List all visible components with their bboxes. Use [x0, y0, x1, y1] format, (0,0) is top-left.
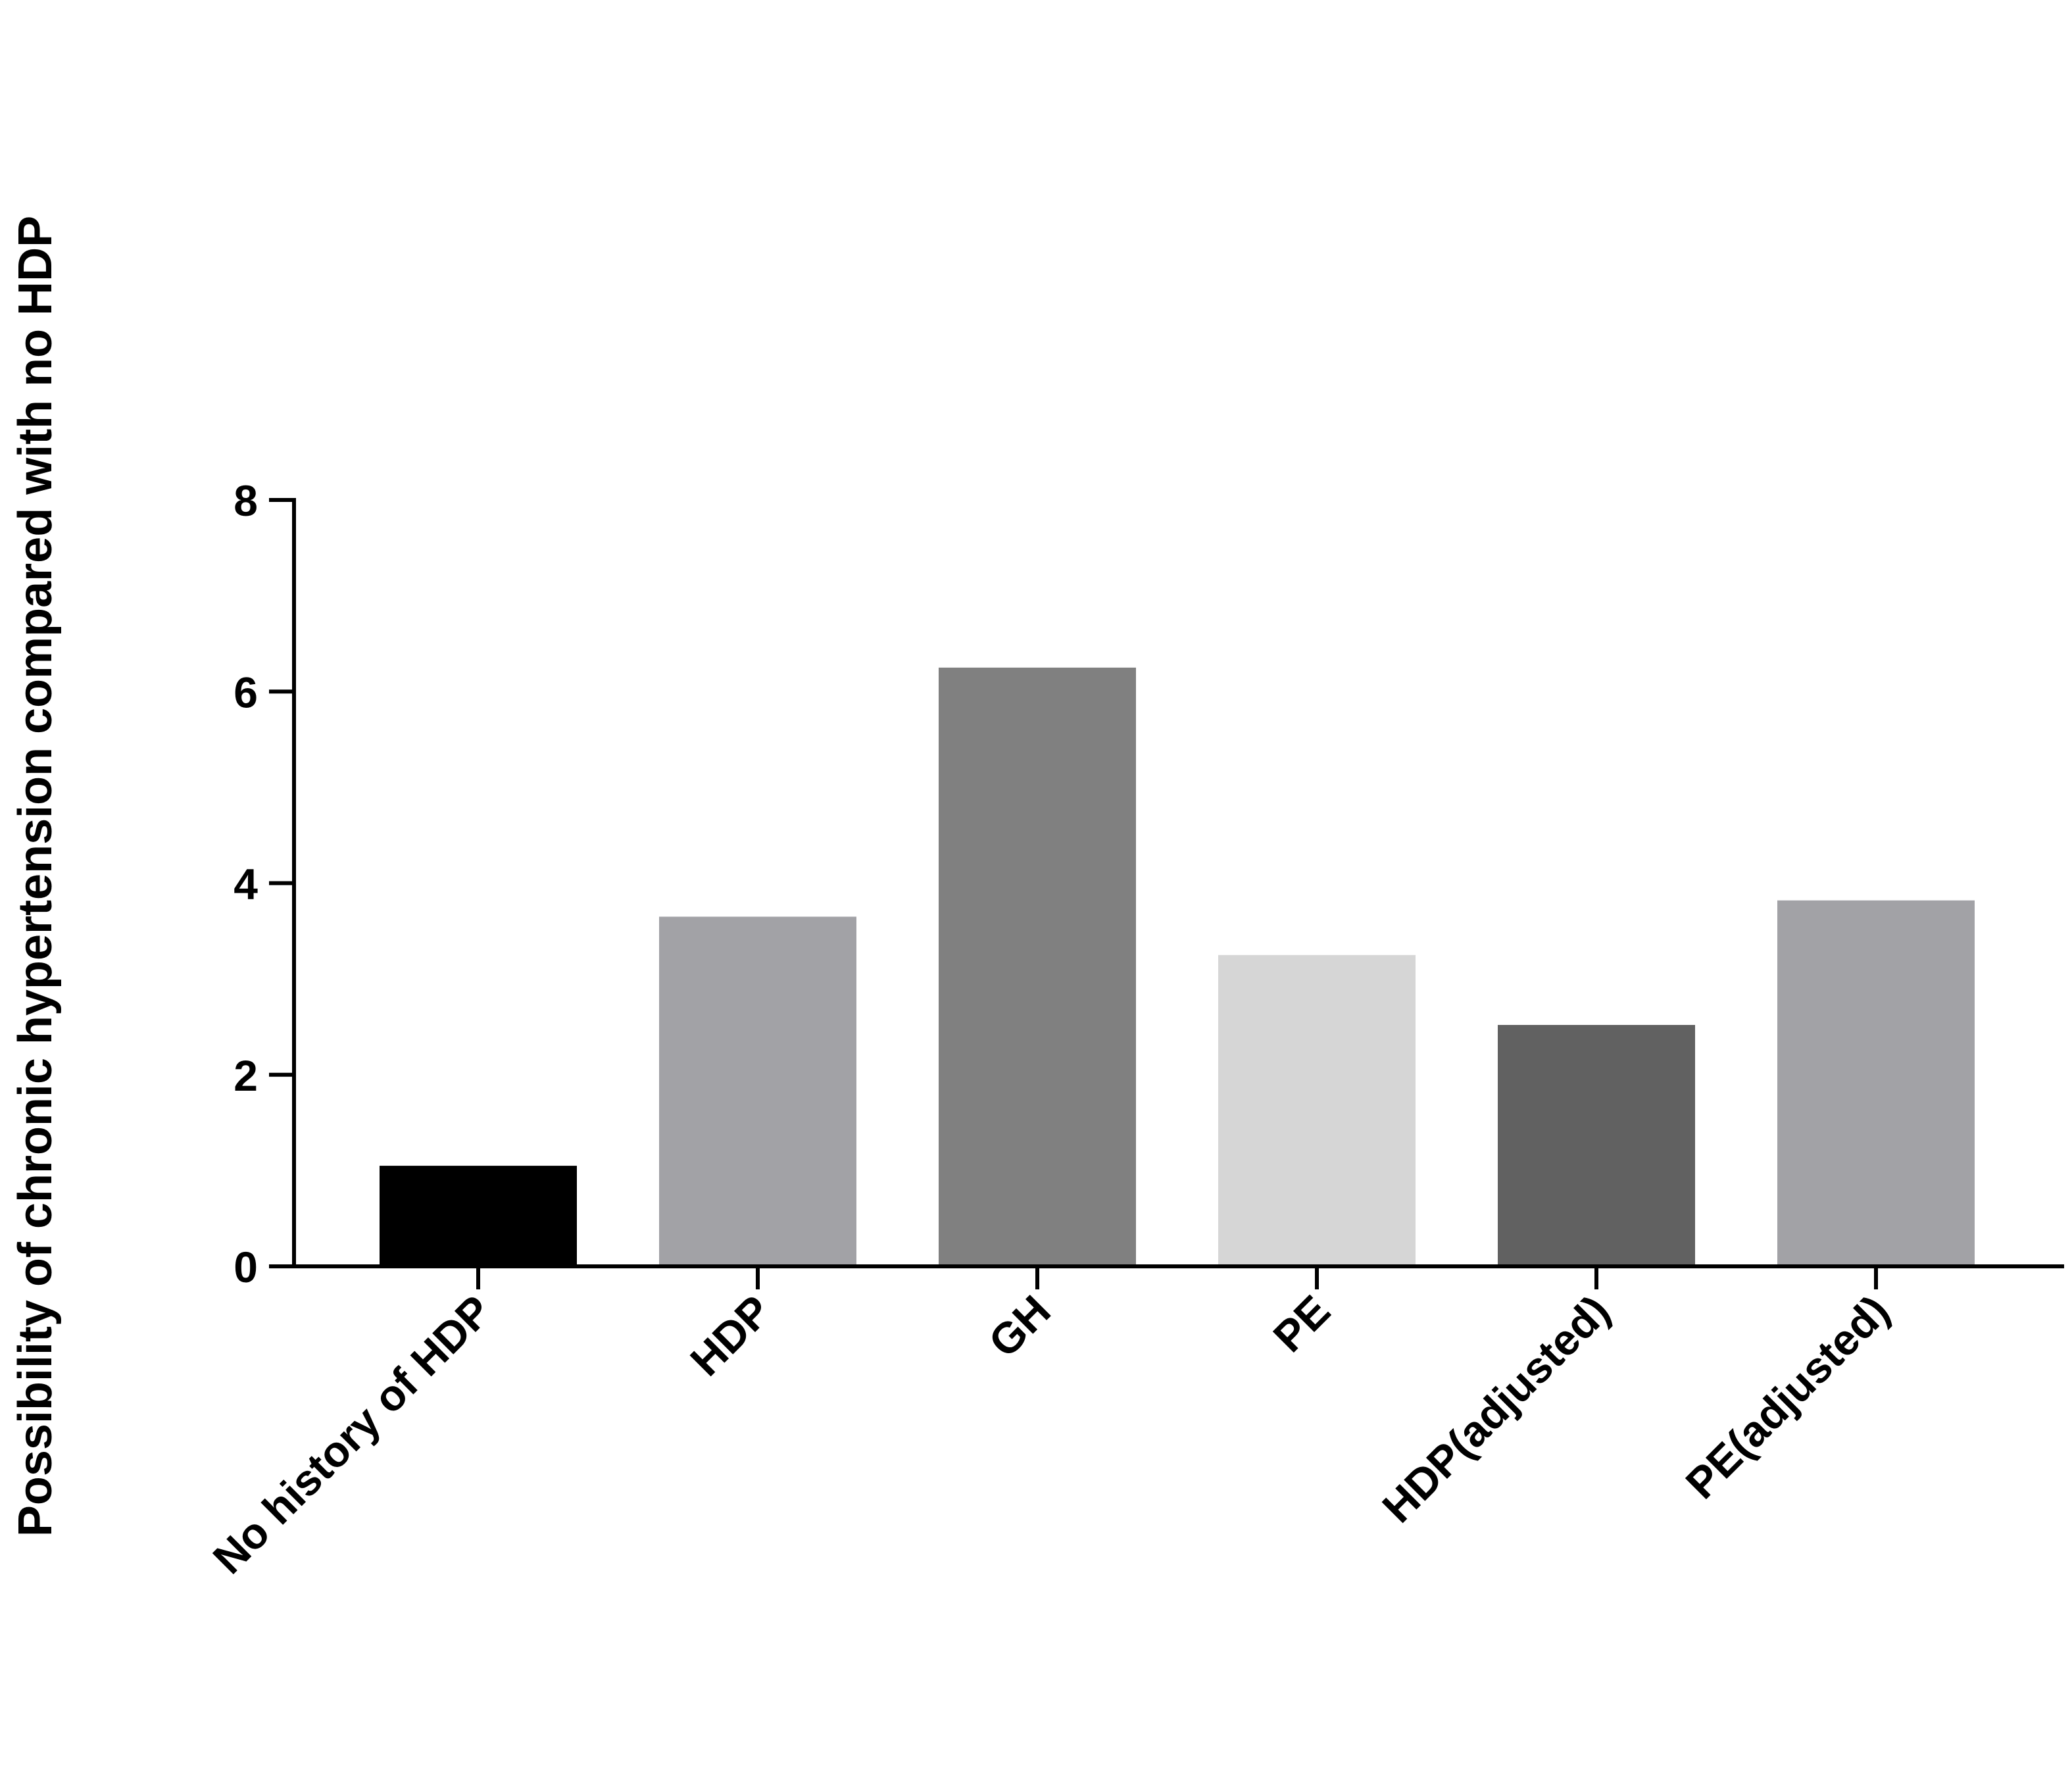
bar-0	[380, 1166, 577, 1266]
x-tick-label: PE	[1264, 1286, 1339, 1362]
y-tick-label: 8	[234, 476, 258, 525]
bar-4	[1498, 1025, 1695, 1266]
x-tick-label: GH	[979, 1286, 1060, 1366]
bar-3	[1218, 955, 1416, 1266]
y-axis-title: Possibility of chronic hypertension comp…	[9, 216, 62, 1537]
x-tick-label: HDP(adjusted)	[1373, 1286, 1619, 1532]
bar-1	[659, 916, 856, 1266]
x-ticks: No history of HDP HDP GH PE HDP(adjusted) PE(…	[203, 1266, 1898, 1583]
x-tick-label: HDP	[681, 1286, 780, 1385]
y-tick-label: 6	[234, 668, 258, 716]
bar-2	[939, 667, 1136, 1266]
y-tick-label: 2	[234, 1051, 258, 1100]
x-tick-label: No history of HDP	[203, 1286, 501, 1583]
bars	[380, 667, 1975, 1266]
y-ticks: 0 2 4 6 8	[234, 476, 294, 1291]
x-tick-label: PE(adjusted)	[1676, 1286, 1898, 1508]
y-tick-label: 4	[234, 860, 258, 908]
bar-5	[1777, 900, 1975, 1266]
y-tick-label: 0	[234, 1243, 258, 1291]
